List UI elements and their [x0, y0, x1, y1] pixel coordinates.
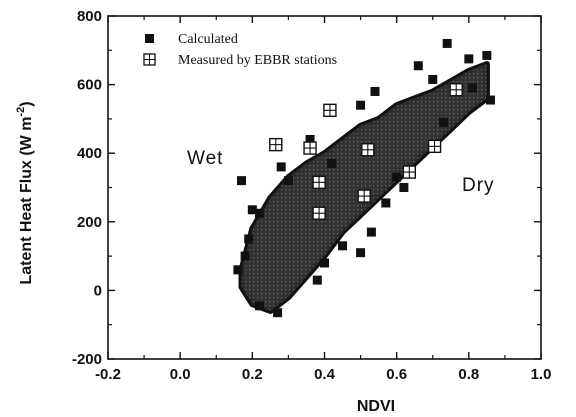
calculated-point — [240, 251, 250, 261]
annotation-wet: Wet — [187, 148, 223, 169]
legend-measured-label: Measured by EBBR stations — [178, 53, 337, 68]
calculated-point — [255, 301, 265, 311]
axis-ticks: -0.2 0.0 0.2 0.4 0.6 0.8 1.0 -200 0 200 400 600 800 — [72, 8, 551, 383]
data-points — [233, 38, 495, 318]
calculated-point — [464, 54, 474, 64]
measured-point — [361, 143, 375, 157]
measured-point — [323, 103, 337, 118]
y-tick-label: 600 — [77, 77, 102, 94]
measured-point — [402, 165, 416, 179]
calculated-point — [244, 234, 254, 244]
calculated-point — [370, 86, 380, 96]
calculated-point — [399, 183, 409, 192]
calculated-point — [247, 205, 257, 215]
measured-point — [427, 139, 442, 154]
measured-point — [303, 141, 317, 155]
y-tick-label: 200 — [77, 214, 102, 231]
y-tick-label: 800 — [77, 8, 102, 25]
x-axis-label: NDVI — [357, 398, 395, 415]
calculated-point — [392, 172, 402, 182]
calculated-point — [237, 176, 247, 186]
calculated-point — [428, 74, 438, 84]
calculated-point — [413, 61, 423, 71]
y-axis-label-close: ) — [18, 101, 35, 106]
y-tick-label: -200 — [72, 351, 102, 368]
x-tick-label: 0.6 — [386, 366, 407, 383]
calculated-point — [482, 50, 492, 60]
calculated-point — [312, 275, 322, 285]
calculated-point — [356, 100, 366, 110]
calculated-point — [439, 117, 449, 127]
calculated-point — [255, 208, 265, 218]
x-tick-label: 0.8 — [458, 366, 479, 383]
measured-point — [269, 137, 283, 152]
measured-point — [449, 83, 463, 97]
legend-calculated-label: Calculated — [178, 32, 238, 47]
legend: Calculated Measured by EBBR stations — [143, 32, 337, 68]
y-axis-label: Latent Heat Flux (W m-2) — [15, 101, 35, 284]
annotation-dry: Dry — [462, 175, 495, 196]
calculated-point — [320, 258, 329, 268]
calculated-point — [442, 38, 452, 48]
y-axis-label-text: Latent Heat Flux (W m — [18, 117, 35, 285]
calculated-point — [381, 198, 391, 208]
calculated-point — [276, 162, 286, 172]
calculated-point — [305, 134, 315, 144]
legend-measured-marker — [143, 53, 156, 66]
measured-point — [312, 206, 326, 220]
x-tick-label: -0.2 — [95, 366, 121, 383]
x-tick-label: 0.4 — [314, 366, 336, 383]
y-axis-label-exponent: -2 — [15, 107, 27, 117]
calculated-point — [233, 265, 243, 275]
y-tick-label: 0 — [94, 282, 102, 299]
calculated-point — [356, 248, 366, 258]
calculated-point — [366, 227, 376, 237]
calculated-point — [338, 241, 348, 251]
x-tick-label: 0.0 — [170, 366, 191, 383]
calculated-point — [467, 83, 477, 93]
calculated-point — [327, 158, 337, 168]
measured-point — [312, 175, 326, 190]
calculated-point — [283, 176, 293, 186]
calculated-band-texture — [241, 64, 487, 311]
y-tick-label: 400 — [77, 145, 102, 162]
legend-calculated-marker — [145, 34, 154, 43]
measured-point — [357, 189, 371, 203]
calculated-point — [273, 308, 283, 318]
x-tick-label: 1.0 — [531, 366, 552, 383]
calculated-point — [485, 95, 495, 105]
x-tick-label: 0.2 — [242, 366, 263, 383]
